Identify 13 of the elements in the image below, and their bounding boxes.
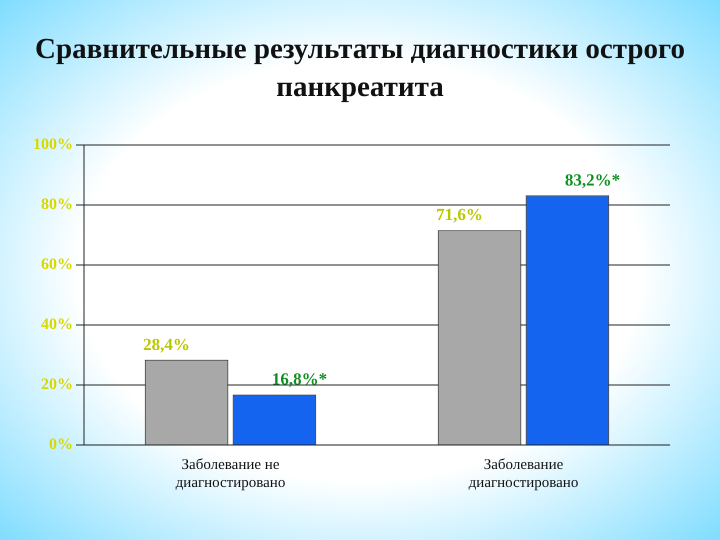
x-tick-label: Заболевание диагностировано	[468, 456, 578, 491]
y-tick-label: 60%	[41, 256, 73, 274]
chart-title: Сравнительные результаты диагностики острого панкреатита	[34, 32, 686, 105]
data-label: 28,4%	[143, 334, 190, 354]
data-label: 71,6%	[436, 205, 483, 224]
y-tick-label: 100%	[33, 136, 73, 154]
y-tick-label: 40%	[41, 316, 73, 334]
x-tick-label: Заболевание не диагностировано	[176, 456, 286, 491]
y-tick-label: 20%	[41, 376, 73, 394]
data-label: 83,2%*	[564, 170, 620, 190]
y-tick-label: 0%	[49, 436, 73, 454]
y-tick-label: 80%	[41, 196, 73, 214]
data-label: 16,8%*	[272, 370, 328, 389]
